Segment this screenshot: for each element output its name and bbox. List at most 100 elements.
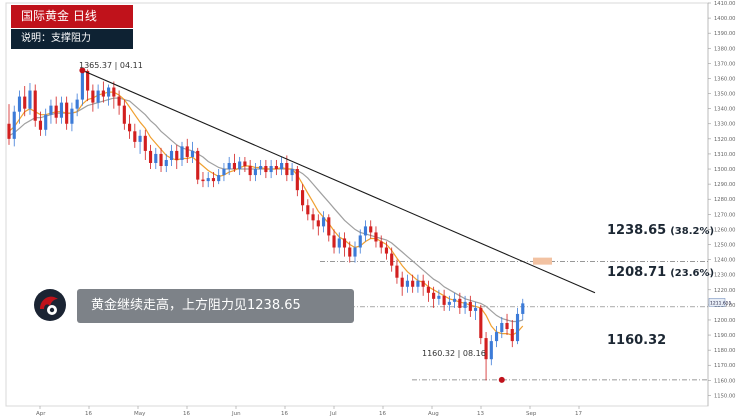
candle-body — [211, 178, 216, 182]
candle-body — [180, 146, 184, 160]
y-tick-label: 1250.00 — [714, 242, 735, 248]
x-tick-label: 16 — [183, 411, 190, 417]
candle-body — [248, 166, 252, 176]
candle-body — [411, 280, 415, 287]
y-tick-label: 1220.00 — [714, 288, 735, 294]
candle-body — [107, 87, 111, 97]
y-tick-label: 1290.00 — [714, 182, 735, 188]
candle-body — [12, 111, 16, 139]
candle-body — [453, 298, 457, 302]
candle-body — [190, 150, 195, 157]
x-tick-label: 13 — [477, 411, 484, 417]
candle-body — [128, 123, 132, 132]
candle-body — [505, 322, 509, 330]
candle-body — [96, 90, 100, 103]
y-tick-label: 1190.00 — [714, 333, 735, 339]
level-lines: 1211.655 — [320, 257, 732, 381]
y-tick-label: 1170.00 — [714, 363, 735, 369]
y-tick-label: 1260.00 — [714, 227, 735, 233]
y-tick-label: 1370.00 — [714, 61, 735, 67]
candle-body — [264, 166, 268, 173]
y-tick-label: 1160.00 — [714, 378, 735, 384]
candle-body — [143, 135, 147, 151]
price-tag — [708, 298, 726, 307]
candle-body — [479, 307, 483, 339]
candle-body — [494, 332, 499, 342]
candle-body — [33, 90, 37, 121]
candle-body — [510, 329, 514, 342]
high-annotation: 1365.37 | 04.11 — [79, 61, 143, 70]
y-tick-label: 1320.00 — [714, 137, 735, 143]
candle-body — [458, 298, 462, 308]
y-tick-label: 1180.00 — [714, 348, 735, 354]
candle-body — [274, 166, 278, 170]
candle-body — [17, 96, 22, 112]
candle-body — [500, 322, 504, 333]
candle-body — [379, 241, 383, 248]
candle-body — [474, 307, 478, 311]
candle-body — [117, 96, 121, 106]
x-tick-label: 16 — [281, 411, 288, 417]
trendline-line — [82, 69, 596, 294]
candle-body — [484, 338, 488, 360]
candle-body — [54, 105, 58, 118]
y-tick-label: 1390.00 — [714, 31, 735, 37]
candle-body — [122, 105, 126, 124]
y-tick-label: 1400.00 — [714, 16, 735, 22]
x-tick-label: 16 — [379, 411, 386, 417]
candle-body — [44, 114, 48, 130]
x-tick-label: Jun — [231, 411, 241, 417]
candle-body — [390, 253, 394, 266]
y-tick-label: 1380.00 — [714, 46, 735, 52]
candle-body — [164, 159, 168, 167]
candle-body — [185, 146, 189, 157]
candle-body — [38, 120, 43, 130]
candle-body — [80, 70, 84, 100]
candle-body — [217, 175, 221, 182]
candle-body — [259, 166, 263, 170]
candle-body — [196, 150, 200, 180]
candle-body — [311, 214, 315, 221]
y-tick-label: 1280.00 — [714, 197, 735, 203]
candle-body — [353, 247, 357, 257]
y-tick-label: 1350.00 — [714, 92, 735, 98]
candle-body — [426, 286, 430, 293]
candle-body — [521, 303, 525, 314]
candle-body — [28, 90, 32, 109]
low-annotation: 1160.32 | 08.16 — [422, 349, 486, 358]
candle-body — [112, 87, 116, 97]
candle-body — [421, 280, 425, 287]
candle-body — [332, 235, 336, 248]
candle-body — [437, 295, 441, 299]
candle-body — [201, 179, 205, 182]
candle-body — [253, 169, 257, 176]
candle-body — [133, 131, 137, 142]
price-tag-label: 1211.655 — [710, 300, 732, 306]
candle-body — [358, 235, 362, 248]
candle-body — [337, 238, 341, 248]
candle-body — [489, 341, 493, 360]
candle-body — [384, 247, 389, 254]
level-label-2: 1208.71 (23.6%) — [607, 265, 715, 280]
candle-body — [348, 247, 352, 257]
y-tick-label: 1230.00 — [714, 273, 735, 279]
candle-body — [91, 90, 95, 103]
candle-body — [301, 190, 305, 206]
candle-body — [138, 135, 142, 142]
candle-body — [405, 280, 409, 287]
candle-body — [148, 150, 153, 163]
candle-body — [23, 96, 27, 109]
brand-logo-icon — [32, 287, 68, 323]
x-tick-label: 16 — [85, 411, 92, 417]
x-tick-label: Apr — [36, 411, 46, 417]
candle-body — [342, 238, 347, 248]
candle-body — [280, 162, 284, 170]
y-tick-label: 1310.00 — [714, 152, 735, 158]
y-tick-label: 1300.00 — [714, 167, 735, 173]
candle-body — [416, 280, 420, 287]
candle-body — [442, 295, 446, 305]
extreme-marks — [79, 67, 505, 383]
y-axis: 1150.00 1160.00 1170.00 1180.00 1190.00 1200.… — [708, 1, 735, 399]
chart-subtitle: 说明：支撑阻力 — [11, 29, 133, 49]
x-tick-label: May — [134, 411, 146, 417]
